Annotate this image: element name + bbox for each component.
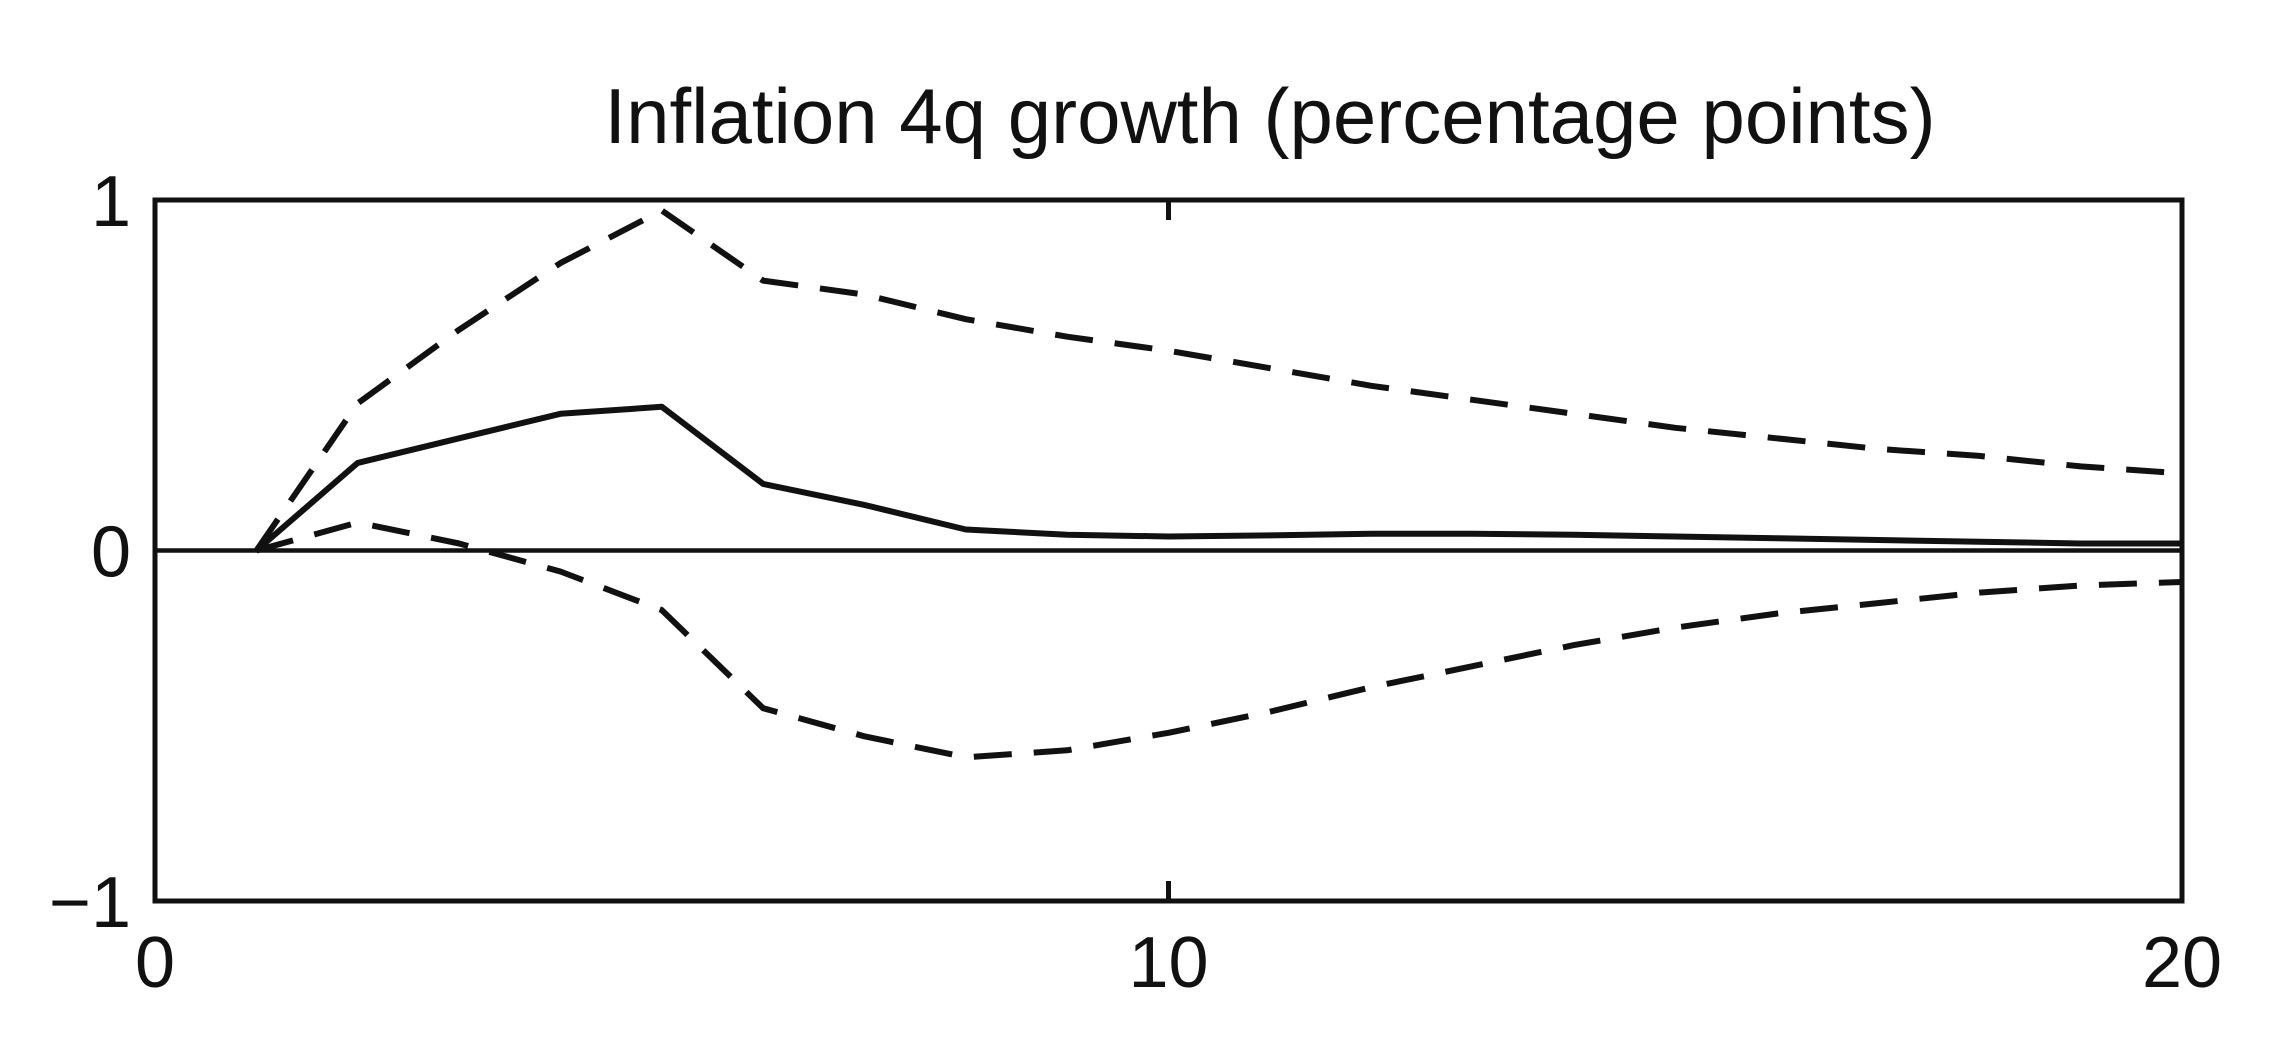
y-tick-label: −1 — [49, 863, 131, 943]
x-tick-label: 20 — [2142, 923, 2222, 1003]
y-tick-label: 0 — [91, 513, 131, 593]
series-line-solid-0 — [254, 403, 2182, 553]
y-tick-labels: −1 0 1 — [49, 162, 131, 943]
x-tick-label: 0 — [135, 923, 175, 1003]
y-tick-label: 1 — [91, 162, 131, 242]
x-tick-labels: 0 10 20 — [135, 923, 2222, 1003]
series-line-dashed-1 — [253, 207, 2183, 553]
chart-title: Inflation 4q growth (percentage points) — [604, 72, 1935, 160]
series-line-dashed-2 — [255, 519, 2183, 761]
x-tick-label: 10 — [1128, 923, 1208, 1003]
series-layer — [253, 207, 2183, 761]
